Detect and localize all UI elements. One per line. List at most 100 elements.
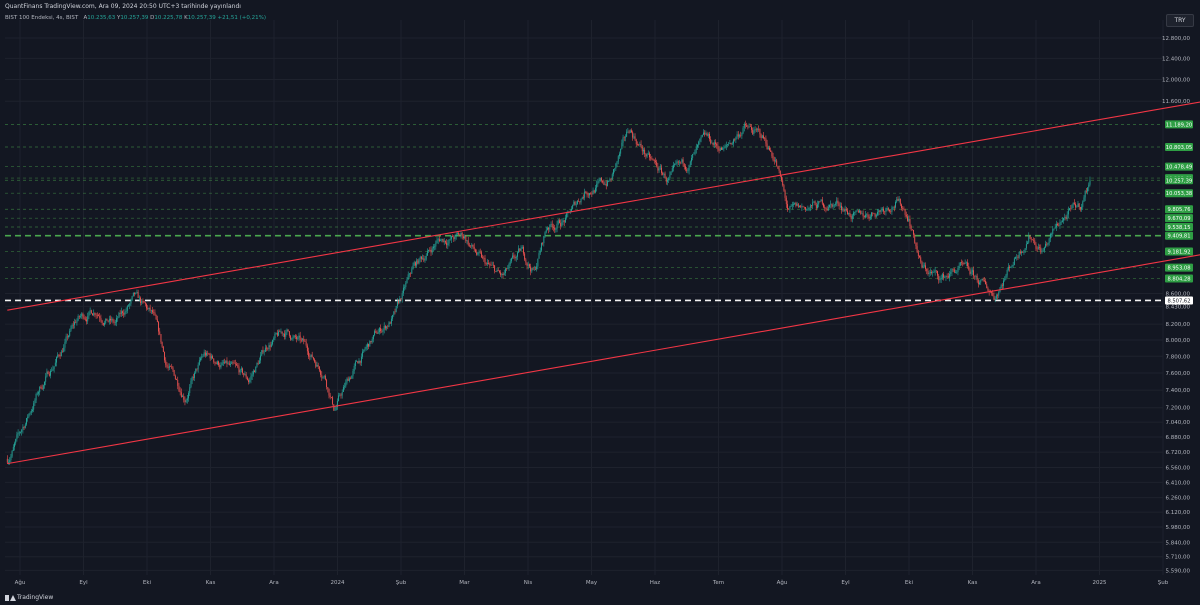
candle-body (252, 370, 254, 375)
candle-body (264, 347, 266, 352)
candle-body (860, 210, 862, 214)
candle-body (931, 271, 932, 273)
candle-body (613, 169, 614, 175)
trend-lines[interactable] (7, 95, 1200, 465)
price-level-tag[interactable]: 10.478,49 (1165, 162, 1193, 171)
candle-body (327, 387, 329, 389)
candle-body (504, 268, 506, 273)
candle-body (770, 150, 772, 152)
candle-body (273, 337, 275, 341)
y-tick-label: 11.600,00 (1162, 99, 1190, 105)
candle-body (81, 313, 83, 316)
price-level-tag[interactable]: 9.670,09 (1165, 214, 1193, 223)
candle-body (778, 168, 780, 171)
candle-body (751, 126, 752, 130)
candle-body (671, 168, 673, 172)
candle-body (1084, 191, 1086, 198)
candle-body (129, 303, 131, 306)
candle-body (1021, 252, 1023, 254)
candle-body (416, 260, 418, 266)
trend-line-channel-lower[interactable] (7, 247, 1200, 465)
candle-body (641, 146, 643, 152)
candle-body (122, 311, 123, 313)
candle-body (196, 368, 198, 370)
candle-body (76, 320, 78, 323)
candle-body (422, 258, 424, 259)
candle-body (713, 142, 715, 146)
price-level-tag[interactable]: 10.803,05 (1165, 142, 1193, 151)
candle-body (785, 197, 787, 205)
candle-body (192, 377, 194, 378)
candle-body (700, 136, 702, 139)
candle-body (795, 202, 797, 206)
candle-body (374, 331, 376, 336)
candle-body (299, 335, 301, 340)
candle-body (342, 387, 344, 392)
candle-body (1011, 266, 1013, 267)
candle-body (48, 374, 50, 376)
currency-button[interactable]: TRY (1166, 14, 1194, 27)
candle-body (356, 361, 358, 362)
candle-body (32, 409, 33, 411)
candle-body (741, 133, 743, 136)
candle-body (521, 246, 523, 249)
candle-body (742, 127, 744, 134)
candle-body (717, 145, 719, 150)
price-level-tag[interactable]: 11.189,20 (1165, 120, 1193, 129)
candle-body (809, 205, 811, 208)
high-value: 10.257,39 (120, 15, 149, 21)
candle-body (819, 201, 821, 202)
candle-body (102, 323, 104, 325)
tradingview-logo[interactable]: TradingView (5, 594, 53, 601)
candle-body (698, 141, 700, 145)
candle-body (805, 207, 806, 210)
candle-body (1064, 217, 1066, 218)
candle-body (1081, 206, 1083, 210)
candle-body (729, 142, 731, 144)
price-axis[interactable]: 12.800,00 12.400,00 12.000,00 11.600,00 8.60… (1162, 36, 1193, 574)
candle-body (520, 248, 522, 251)
price-level-tag-label: 11.189,20 (1166, 122, 1192, 128)
candle-body (1028, 236, 1030, 243)
candle-body (490, 264, 492, 266)
price-level-tag[interactable]: 9.805,76 (1165, 205, 1193, 214)
candle-body (173, 370, 175, 376)
candle-body (662, 172, 664, 175)
candle-body (527, 264, 529, 266)
price-level-tag[interactable]: 8.953,08 (1165, 263, 1193, 272)
price-level-tag[interactable]: 8.507,62 (1165, 296, 1193, 305)
price-level-tag[interactable]: 8.804,28 (1165, 274, 1193, 283)
candle-body (867, 214, 869, 217)
candle-body (549, 224, 551, 230)
price-level-tag[interactable]: 10.053,38 (1165, 189, 1193, 198)
candle-body (909, 218, 911, 226)
candle-body (753, 130, 755, 135)
price-level-tag[interactable]: 10.257,39 (1165, 176, 1193, 185)
candle-body (446, 242, 448, 246)
candle-body (44, 381, 45, 386)
candle-body (467, 240, 469, 245)
time-axis[interactable]: Ağu Eyl Eki Kas Ara 2024 Şub Mar Nis May Haz Tem Ağu… (15, 579, 1169, 586)
candle-body (622, 137, 624, 143)
price-level-tag[interactable]: 9.538,15 (1165, 222, 1193, 231)
open-value: 10.235,63 (87, 15, 116, 21)
candle-body (440, 240, 442, 242)
candle-body (555, 228, 557, 230)
candle-body (861, 213, 863, 215)
candle-body (424, 259, 426, 261)
candle-body (667, 180, 668, 182)
symbol-legend[interactable]: BIST 100 Endeksi, 4s, BIST A10.235,63 Y1… (5, 15, 266, 21)
candle-body (877, 211, 878, 215)
price-level-tag[interactable]: 9.409,81 (1165, 231, 1193, 240)
price-level-tag[interactable]: 9.181,92 (1165, 247, 1193, 256)
candle-body (329, 395, 331, 398)
candle-body (668, 178, 670, 181)
candle-body (775, 160, 776, 162)
candle-body (87, 316, 89, 322)
candle-body (683, 163, 685, 167)
trend-line-channel-upper[interactable] (7, 95, 1200, 311)
candle-body (958, 265, 960, 268)
close-value: 10.257,39 (187, 15, 216, 21)
candle-body (554, 227, 556, 230)
